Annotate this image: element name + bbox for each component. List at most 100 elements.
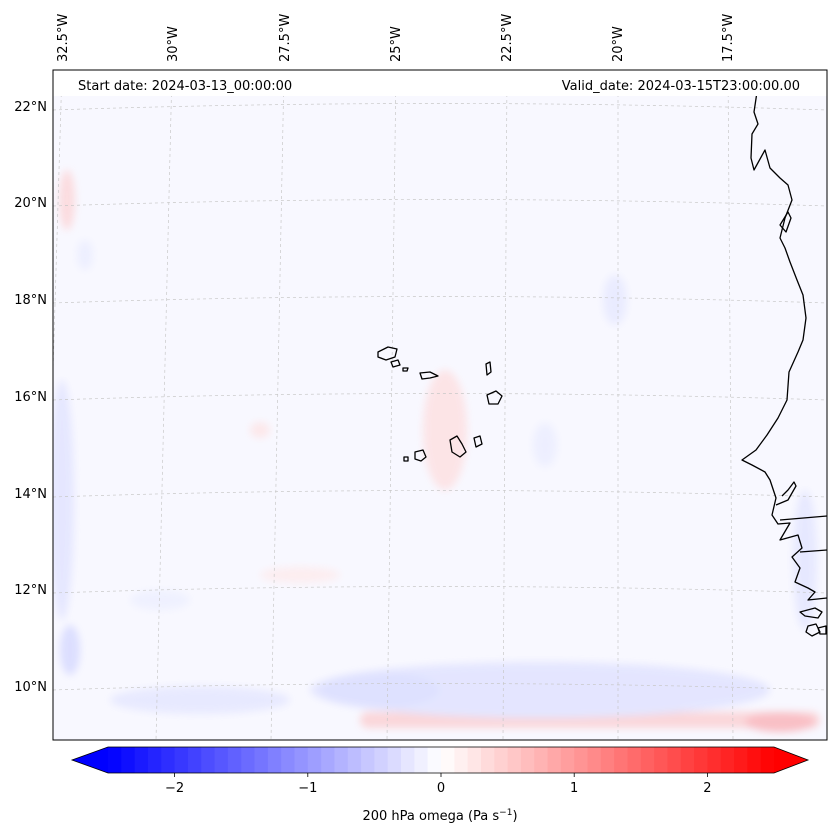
colorbar-segment [401,747,415,773]
colorbar-segment [214,747,229,773]
colorbar-segment [321,747,336,773]
colorbar-segment [454,747,469,773]
lon-label-27-5: 27.5°W [278,14,293,62]
colorbar-segment [227,747,242,773]
colorbar-segment [680,747,695,773]
colorbar-tick-label: −2 [165,781,184,796]
gridline-lat-20 [53,199,827,207]
gridline-lat-18 [53,296,827,304]
colorbar-segment [414,747,429,773]
africa-coastline [741,70,827,601]
gridline-lat-12 [53,586,827,594]
colorbar: −2 −1 0 1 2 200 hPa omega (Pa s−1) [70,746,810,824]
colorbar-segment [574,747,589,773]
colorbar-segment [441,747,455,773]
negative-patch-north-west [77,240,93,270]
omega-field [53,170,820,732]
gridline-lon-22-5 [502,70,508,740]
colorbar-segments [72,747,808,773]
positive-patch-small [250,422,270,438]
colorbar-segment [747,747,762,773]
colorbar-segment [281,747,296,773]
gridline-lon-27-5 [270,70,285,740]
negative-patch-south-b [110,686,290,714]
colorbar-segment [347,747,362,773]
colorbar-segment [187,747,202,773]
colorbar-tick-label: 2 [703,781,711,796]
latitude-labels: 22°N 20°N 18°N 16°N 14°N 12°N 10°N [14,100,47,695]
colorbar-segment [494,747,509,773]
colorbar-tick-label: 1 [570,781,578,796]
colorbar-segment [547,747,562,773]
colorbar-extend-max [774,747,808,773]
colorbar-segment [734,747,748,773]
colorbar-segment [121,747,136,773]
island-santo-antao [377,346,398,361]
island-santa-luzia [402,367,409,372]
negative-patch-west-mid [130,590,190,610]
colorbar-segment [507,747,522,773]
gridline-lat-16 [53,393,827,401]
lon-label-20: 20°W [611,26,626,62]
colorbar-tick-label: −1 [298,781,317,796]
bijagos-island-a [805,623,821,637]
negative-patch-west-south [60,625,80,675]
colorbar-tick-label: 0 [437,781,445,796]
island-boa-vista [486,390,503,405]
lat-label-12: 12°N [14,583,47,598]
colorbar-segment [614,747,629,773]
island-maio [473,435,483,448]
gridline-lat-14 [53,490,827,498]
bijagos-island-b [817,625,827,635]
valid-date-label: Valid_date: 2024-03-15T23:00:00.00 [562,79,800,94]
negative-patch-north [603,275,627,325]
colorbar-segment [667,747,682,773]
colorbar-segment [694,747,708,773]
colorbar-segment [161,747,176,773]
lat-label-14: 14°N [14,487,47,502]
positive-band-south-strong [745,712,815,732]
colorbar-segment [374,747,389,773]
lat-label-16: 16°N [14,390,47,405]
map-frame [52,69,828,741]
colorbar-segment [480,747,495,773]
lon-label-22-5: 22.5°W [500,14,515,62]
colorbar-segment [587,747,602,773]
date-banner [53,70,827,96]
colorbar-segment [560,747,575,773]
colorbar-segment [600,747,615,773]
island-sao-nicolau [419,371,439,380]
lat-label-22: 22°N [14,100,47,115]
colorbar-segment [201,747,216,773]
colorbar-segment [654,747,669,773]
coastlines [377,70,827,637]
island-fogo [414,449,427,462]
colorbar-segment [334,747,349,773]
longitude-labels: 32.5°W 30°W 27.5°W 25°W 22.5°W 20°W 17.5… [56,14,736,62]
positive-patch-west [59,170,75,230]
lat-label-20: 20°N [14,196,47,211]
colorbar-ticks: −2 −1 0 1 2 [165,773,712,796]
colorbar-segment [760,747,775,773]
coast-bay-north [779,211,792,233]
coast-inlet-b [779,515,827,521]
gridline-lat-22 [53,103,827,111]
positive-patch-center [423,370,467,490]
colorbar-segment [241,747,256,773]
island-sao-vicente [390,359,401,368]
gridline-lon-17-5 [727,70,734,740]
gridline-lat-10 [53,683,827,691]
island-santiago [449,435,467,458]
colorbar-segment [134,747,149,773]
lat-label-10: 10°N [14,680,47,695]
start-date-label: Start date: 2024-03-13_00:00:00 [78,79,292,94]
colorbar-segment [534,747,549,773]
colorbar-segment [427,747,442,773]
colorbar-segment [707,747,722,773]
negative-strip-west [53,380,74,620]
positive-patch-mid [260,567,340,583]
colorbar-segment [294,747,309,773]
graticule [53,70,827,740]
gridline-lon-25 [386,70,397,740]
